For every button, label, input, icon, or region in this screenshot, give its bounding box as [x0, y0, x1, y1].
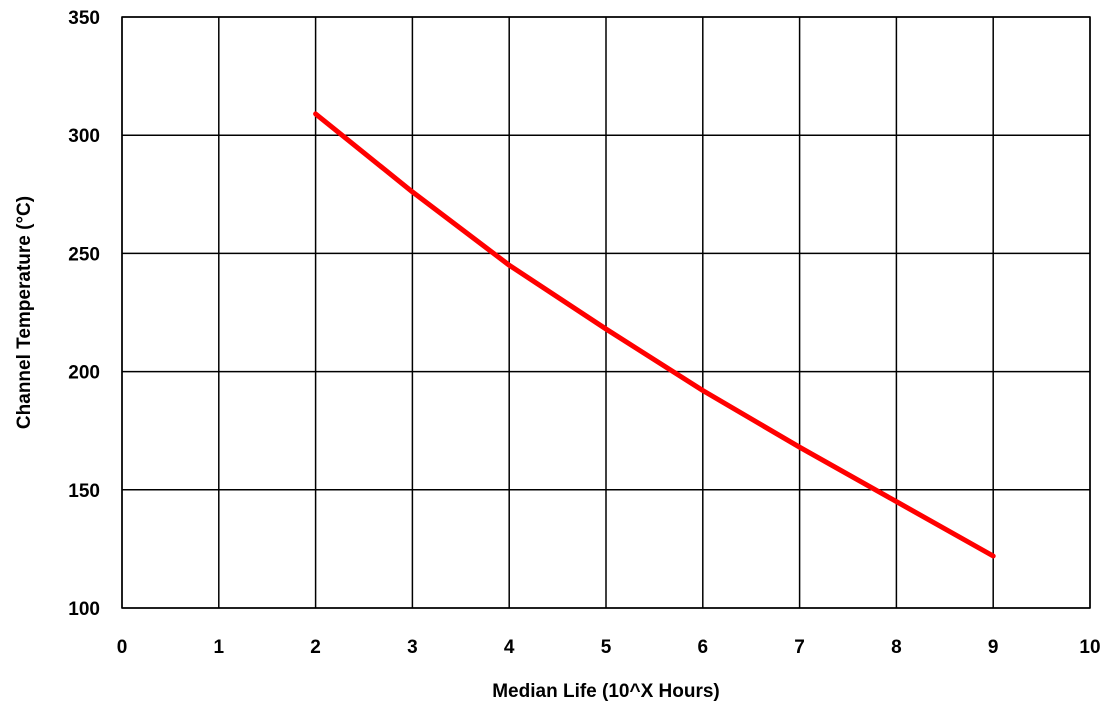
- x-tick-label-4: 4: [504, 637, 515, 658]
- x-tick-label-2: 2: [310, 637, 321, 658]
- x-tick-label-9: 9: [988, 637, 999, 658]
- x-tick-label-3: 3: [407, 637, 418, 658]
- x-tick-label-5: 5: [601, 637, 612, 658]
- x-tick-label-8: 8: [891, 637, 902, 658]
- x-tick-label-0: 0: [117, 637, 128, 658]
- x-axis-title: Median Life (10^X Hours): [492, 681, 720, 702]
- x-tick-label-1: 1: [214, 637, 225, 658]
- y-tick-label-300: 300: [68, 126, 100, 147]
- x-axis-tick-labels: 0 1 2 3 4 5 6 7 8 9 10: [117, 637, 1101, 658]
- x-tick-label-10: 10: [1079, 637, 1100, 658]
- grid-lines: [121, 16, 1091, 609]
- y-tick-label-150: 150: [68, 481, 100, 502]
- x-tick-label-7: 7: [794, 637, 805, 658]
- y-tick-label-200: 200: [68, 363, 100, 384]
- series-line-0: [313, 111, 996, 559]
- x-tick-label-6: 6: [698, 637, 709, 658]
- y-axis-tick-labels: 100 150 200 250 300 350: [68, 8, 100, 620]
- y-tick-label-350: 350: [68, 8, 100, 29]
- y-axis-title: Channel Temperature (°C): [14, 196, 35, 429]
- y-tick-label-100: 100: [68, 599, 100, 620]
- y-tick-label-250: 250: [68, 244, 100, 265]
- plot-area-frame: [121, 16, 1091, 609]
- series-layer: [313, 111, 996, 559]
